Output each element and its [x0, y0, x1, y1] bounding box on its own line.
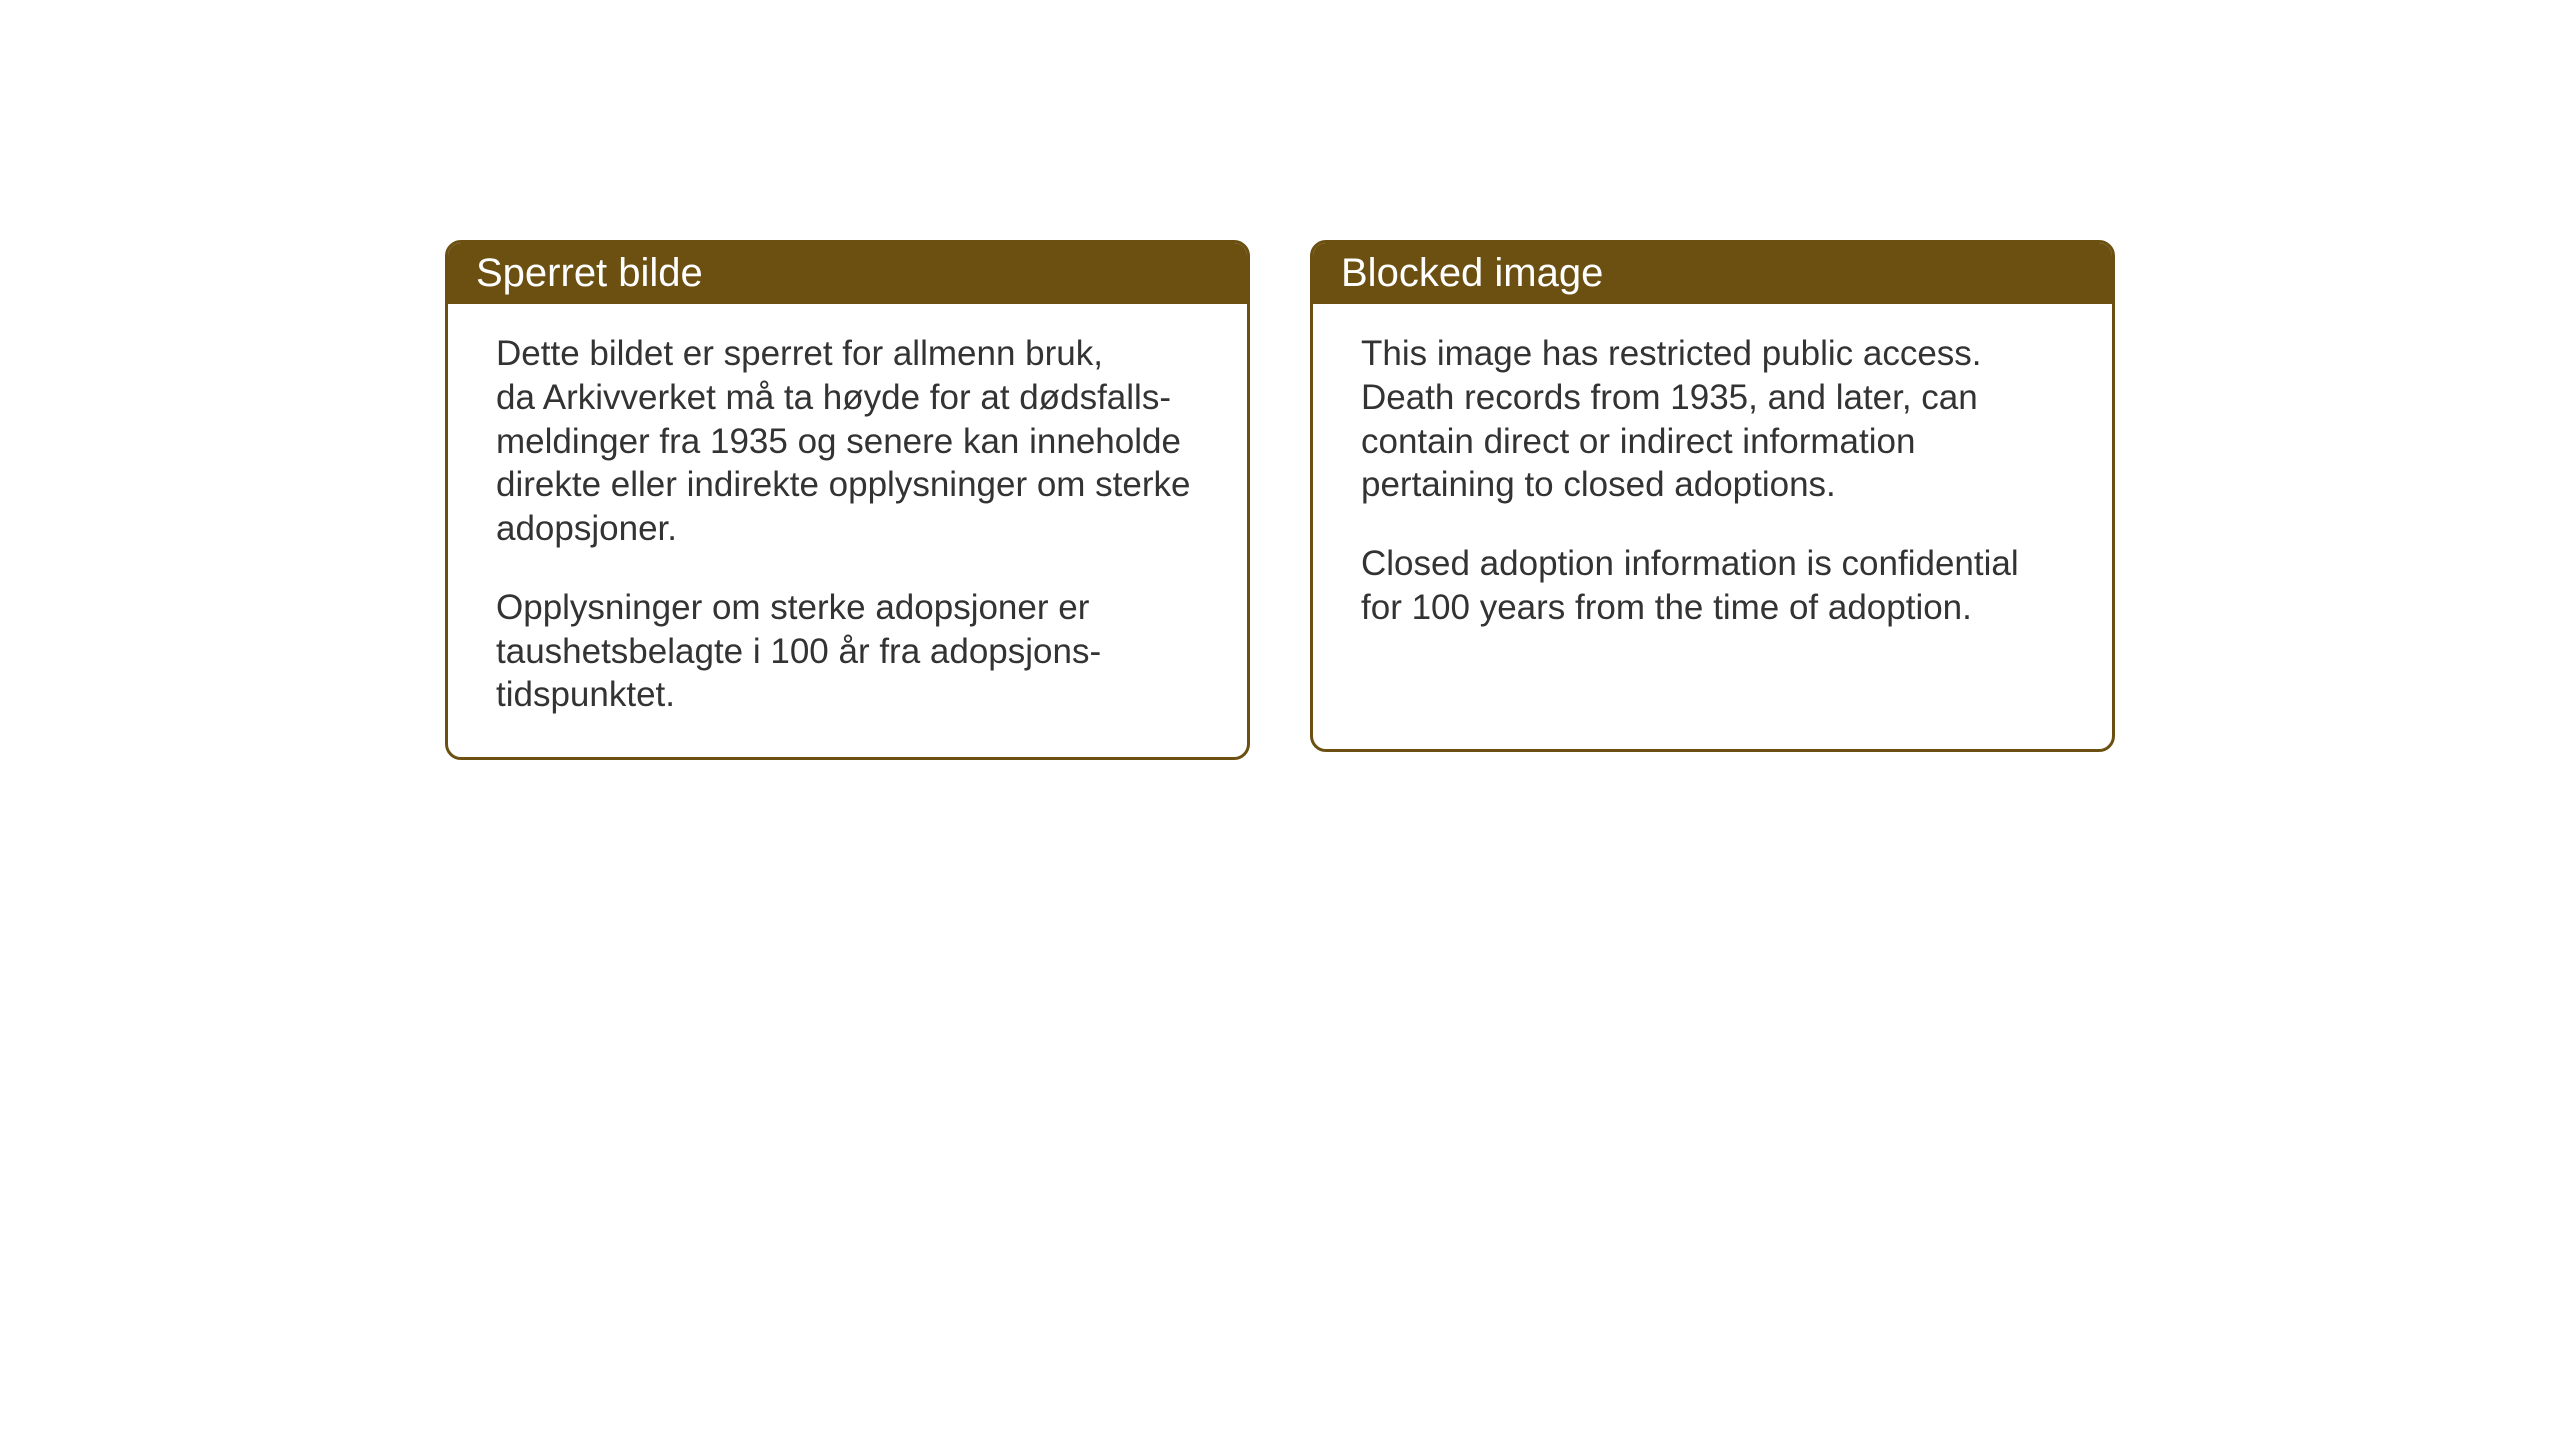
card-english-body: This image has restricted public access.…	[1313, 304, 2112, 670]
card-norwegian-body: Dette bildet er sperret for allmenn bruk…	[448, 304, 1247, 757]
cards-container: Sperret bilde Dette bildet er sperret fo…	[445, 240, 2115, 760]
card-norwegian-header: Sperret bilde	[448, 243, 1247, 304]
card-norwegian-para2: Opplysninger om sterke adopsjoner er tau…	[496, 586, 1199, 717]
card-norwegian: Sperret bilde Dette bildet er sperret fo…	[445, 240, 1250, 760]
card-norwegian-title: Sperret bilde	[476, 251, 703, 295]
card-english: Blocked image This image has restricted …	[1310, 240, 2115, 752]
card-english-title: Blocked image	[1341, 251, 1603, 295]
card-english-header: Blocked image	[1313, 243, 2112, 304]
card-english-para1: This image has restricted public access.…	[1361, 332, 2064, 507]
card-norwegian-para1: Dette bildet er sperret for allmenn bruk…	[496, 332, 1199, 551]
card-english-para2: Closed adoption information is confident…	[1361, 542, 2064, 630]
